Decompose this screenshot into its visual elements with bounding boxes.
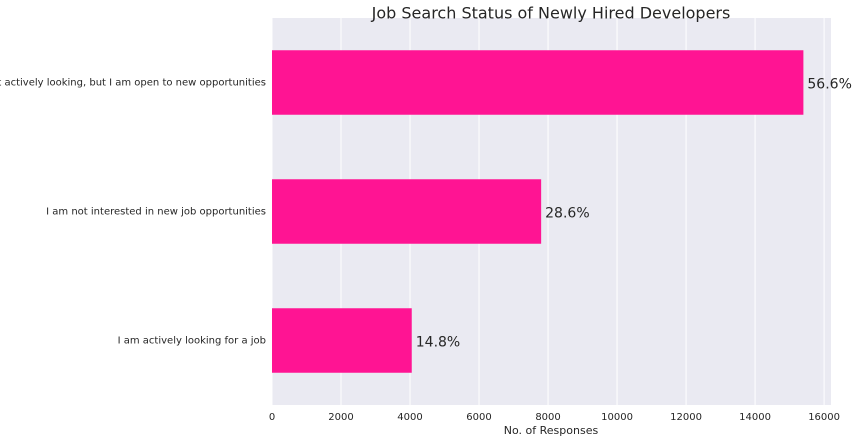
x-tick-label: 10000 <box>601 412 633 423</box>
x-axis-label: No. of Responses <box>504 424 599 437</box>
x-tick-label: 16000 <box>808 412 840 423</box>
x-tick-label: 14000 <box>739 412 771 423</box>
y-tick-label: I am not interested in new job opportuni… <box>46 207 266 218</box>
bar <box>272 179 542 244</box>
y-tick-label: I am actively looking for a job <box>118 336 266 347</box>
bar-annotation: 28.6% <box>545 206 589 222</box>
x-tick-label: 12000 <box>670 412 702 423</box>
x-tick-label: 6000 <box>466 412 491 423</box>
bar <box>272 308 412 373</box>
x-tick-label: 8000 <box>535 412 560 423</box>
bar-annotation: 14.8% <box>416 335 460 351</box>
x-tick-label: 4000 <box>397 412 422 423</box>
chart-title: Job Search Status of Newly Hired Develop… <box>371 4 731 23</box>
x-tick-label: 2000 <box>328 412 353 423</box>
y-tick-label: I’m not actively looking, but I am open … <box>0 78 266 89</box>
bar <box>272 50 804 115</box>
bar-annotation: 56.6% <box>807 77 851 93</box>
x-tick-label: 0 <box>269 412 275 423</box>
